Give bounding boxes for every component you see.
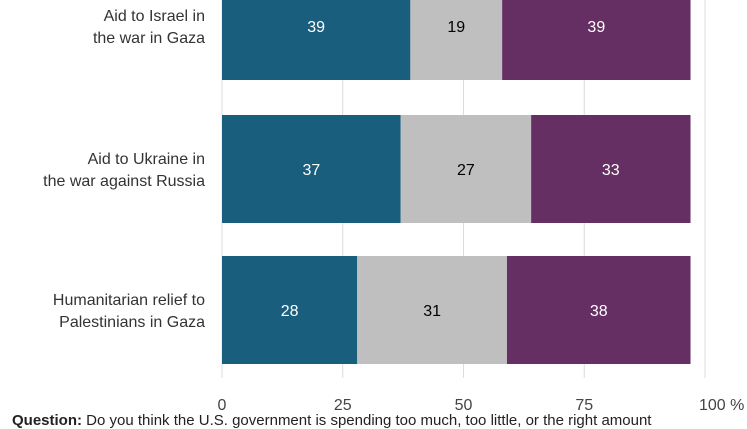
bar-segment xyxy=(400,115,532,223)
category-label: Humanitarian relief to xyxy=(53,292,205,309)
data-label: 28 xyxy=(281,303,299,320)
x-tick-label: 0 xyxy=(218,397,227,414)
bar-segment xyxy=(502,0,691,80)
category-label: Aid to Ukraine in xyxy=(88,151,205,168)
bar-segment xyxy=(357,256,507,364)
bar-segment xyxy=(222,256,358,364)
question-label: Question: xyxy=(12,412,82,429)
data-label: 19 xyxy=(447,19,465,36)
x-tick-label: 50 xyxy=(455,397,473,414)
data-label: 38 xyxy=(590,303,608,320)
category-label: Palestinians in Gaza xyxy=(59,314,205,331)
question-footnote: Question: Do you think the U.S. governme… xyxy=(12,412,742,429)
bar-segment xyxy=(222,115,401,223)
data-label: 27 xyxy=(457,162,475,179)
bar-segment xyxy=(222,0,411,80)
bar-segment xyxy=(531,115,691,223)
category-label: the war against Russia xyxy=(43,173,205,190)
question-text: Do you think the U.S. government is spen… xyxy=(86,412,652,429)
category-label: Aid to Israel in xyxy=(104,8,205,25)
x-tick-label: 100 % xyxy=(699,397,744,414)
bar-segment xyxy=(410,0,503,80)
x-axis-ticks: 0 25 50 75 100 % xyxy=(218,397,745,414)
category-label: the war in Gaza xyxy=(93,30,205,47)
data-label: 37 xyxy=(302,162,320,179)
data-label: 33 xyxy=(602,162,620,179)
x-tick-label: 25 xyxy=(334,397,352,414)
data-label: 39 xyxy=(587,19,605,36)
category-labels: Aid to Israel in the war in Gaza Aid to Uk… xyxy=(43,8,205,331)
bar-segment xyxy=(506,256,691,364)
data-label: 39 xyxy=(307,19,325,36)
data-label: 31 xyxy=(423,303,441,320)
bars: 39 19 39 37 27 33 28 31 38 xyxy=(222,0,691,364)
x-tick-label: 75 xyxy=(575,397,593,414)
